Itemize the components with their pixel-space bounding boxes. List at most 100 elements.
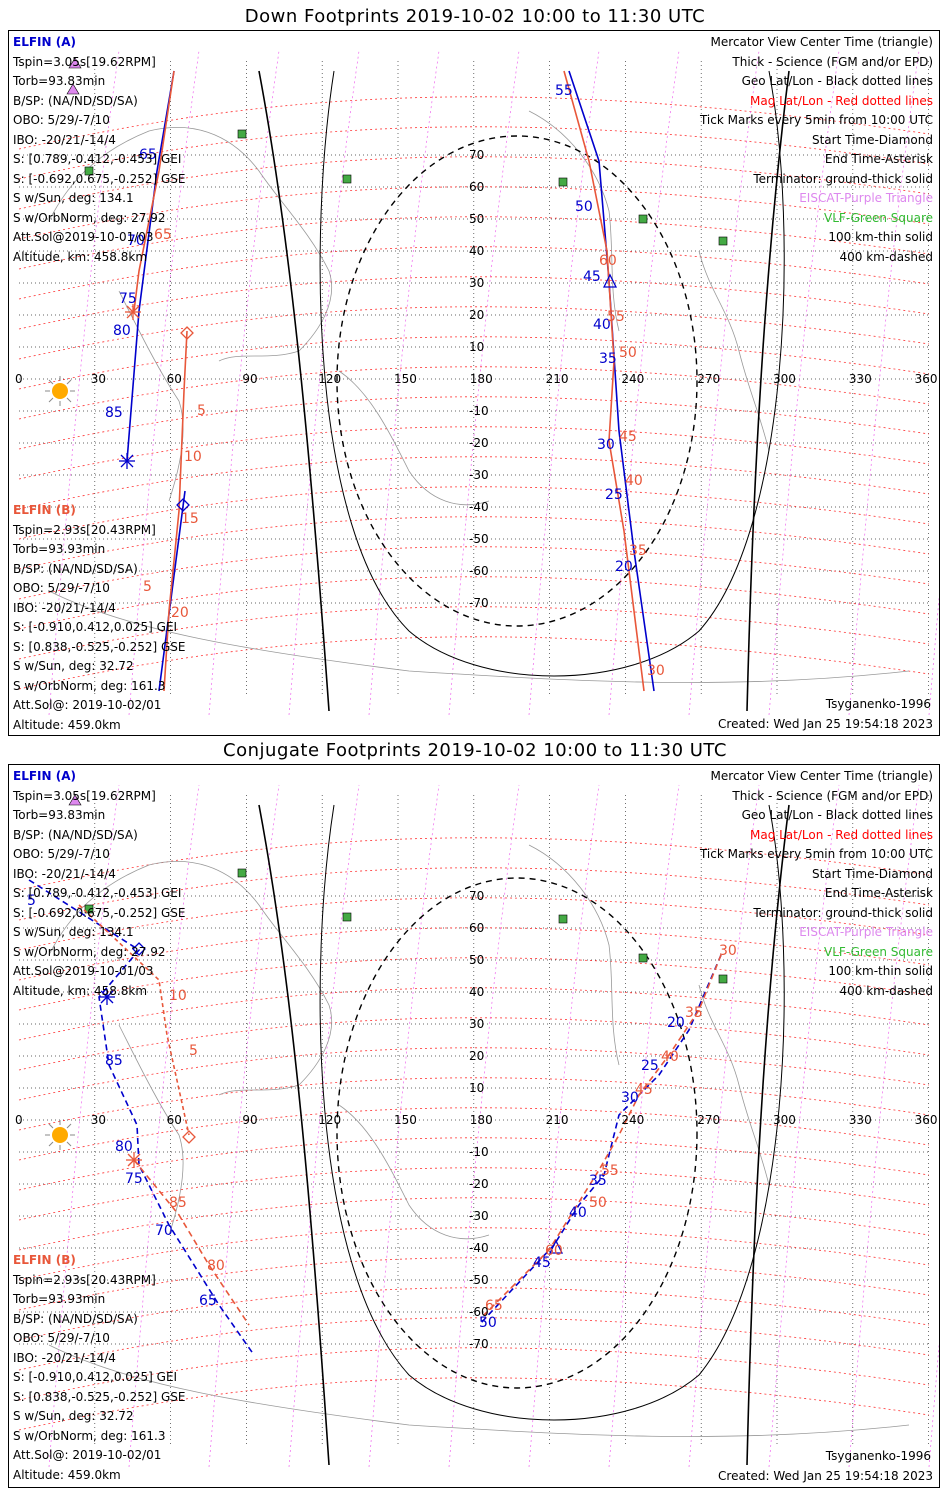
elfin-b-line: Torb=93.93min: [13, 542, 106, 556]
elfin-a-line: Tspin=3.05s[19.62RPM]: [13, 54, 156, 69]
track-time-label: 55: [607, 309, 625, 325]
elfin-b-line: B/SP: (NA/ND/SD/SA): [13, 561, 138, 576]
map-frame-conjugate: 5 85 80 75 70 65 20 25 30 35 40 45 50 10 5 85 80 30 35 40 45…: [8, 764, 940, 1488]
end-asterisk-b-conj: [126, 1152, 142, 1168]
elfin-b-line: Att.Sol@: 2019-10-02/01: [13, 698, 162, 712]
legend-item: EISCAT-Purple Triangle: [799, 191, 933, 205]
lon-tick-label: 0: [15, 372, 23, 386]
track-time-label: 60: [599, 253, 617, 269]
lon-tick-label: 330: [849, 1113, 872, 1127]
map-down: 6570758085555045403530252065510156055504…: [15, 50, 939, 716]
lat-tick-label: -30: [469, 1209, 489, 1223]
lat-tick-label: 50: [469, 953, 484, 967]
lon-tick-label: 240: [621, 1113, 644, 1127]
elfin-b-info-conj: ELFIN (B) Tspin=2.93s[20.43RPM] Torb=93.…: [13, 1251, 186, 1485]
lat-tick-label: -60: [469, 564, 489, 578]
lat-tick-label: -50: [469, 532, 489, 546]
lat-tick-label: -60: [469, 1305, 489, 1319]
elfin-b-line: IBO: -20/21/-14/4: [13, 600, 116, 615]
lon-tick-label: 300: [773, 1113, 796, 1127]
lat-tick-label: 20: [469, 308, 484, 322]
track-time-label: 10: [184, 449, 202, 465]
legend-item: Geo Lat/Lon - Black dotted lines: [741, 74, 933, 88]
lon-tick-label: 180: [470, 372, 493, 386]
elfin-b-line: S w/OrbNorm, deg: 161.3: [13, 1428, 166, 1443]
elfin-a-line: Tspin=3.05s[19.62RPM]: [13, 788, 156, 803]
track-time-label: 70: [127, 233, 145, 249]
track-elfin-a-conj-2: [478, 954, 722, 1326]
elfin-a-line: B/SP: (NA/ND/SD/SA): [13, 827, 138, 842]
track-time-label: 45: [533, 1255, 551, 1271]
axis-labels-conj: 0 30 60 90 120 150 180 210 240 270 300 330 360 70 60 50…: [15, 889, 938, 1351]
legend-item: Mag Lat/Lon - Red dotted lines: [749, 827, 933, 842]
legend-item: Terminator: ground-thick solid: [753, 171, 933, 186]
lat-tick-label: 10: [469, 340, 484, 354]
track-time-label: 65: [199, 1293, 217, 1309]
center-triangle-a-conj: [548, 1239, 564, 1254]
track-time-label: 20: [615, 559, 633, 575]
elfin-a-line: S w/Sun, deg: 134.1: [13, 925, 134, 939]
legend-item: Terminator: ground-thick solid: [753, 905, 933, 920]
lat-tick-label: 10: [469, 1081, 484, 1095]
grid-down: [18, 50, 939, 716]
legend-item: Thick - Science (FGM and/or EPD): [732, 788, 933, 803]
legend-item: Mercator View Center Time (triangle): [710, 35, 933, 49]
elfin-a-line: Att.Sol@2019-10-01/03: [13, 964, 154, 978]
track-time-label: 40: [661, 1049, 679, 1065]
legend-item: Mercator View Center Time (triangle): [710, 769, 933, 783]
track-time-label: 55: [555, 83, 573, 99]
elfin-a-line: OBO: 5/29/-7/10: [13, 847, 110, 861]
legend-item: Tick Marks every 5min from 10:00 UTC: [699, 847, 933, 861]
track-time-label: 80: [113, 323, 131, 339]
lat-tick-label: 30: [469, 276, 484, 290]
elfin-b-line: Tspin=2.93s[20.43RPM]: [13, 1272, 156, 1287]
start-diamond-b-conj: [182, 1130, 196, 1144]
panel-title-conjugate: Conjugate Footprints 2019-10-02 10:00 to…: [223, 740, 727, 761]
elfin-b-line: S: [0.838,-0.525,-0.252] GSE: [13, 639, 186, 654]
lon-tick-label: 30: [91, 1113, 106, 1127]
track-time-label: 85: [105, 1053, 123, 1069]
legend-conj: Mercator View Center Time (triangle) Thi…: [700, 767, 933, 1001]
center-triangle-a-down: [602, 273, 618, 288]
track-time-label: 30: [647, 663, 665, 679]
elfin-a-line: S: [-0.692,0.675,-0.252] GSE: [13, 905, 186, 920]
lat-tick-label: -10: [469, 404, 489, 418]
elfin-a-line: Torb=93.83min: [13, 808, 106, 822]
track-time-label: 85: [169, 1195, 187, 1211]
grid-conjugate: [18, 784, 939, 1468]
vlf-sites-conj: [84, 868, 728, 984]
track-time-label: 20: [667, 1015, 685, 1031]
lon-tick-label: 150: [394, 1113, 417, 1127]
lon-tick-label: 90: [242, 372, 257, 386]
terminator-right-down: [746, 70, 790, 712]
track-time-label: 50: [479, 1315, 497, 1331]
elfin-b-line: S: [-0.910,0.412,0.025] GEI: [13, 620, 178, 634]
model-label-conj: Tsyganenko-1996: [825, 1449, 931, 1463]
lon-tick-label: 30: [91, 372, 106, 386]
elfin-b-line: OBO: 5/29/-7/10: [13, 1331, 110, 1345]
legend-item: VLF-Green Square: [824, 944, 933, 959]
track-elfin-a-down-2: [158, 490, 186, 692]
track-time-label: 30: [621, 1090, 639, 1106]
elfin-b-line: Att.Sol@: 2019-10-02/01: [13, 1448, 162, 1462]
lat-tick-label: -30: [469, 468, 489, 482]
elfin-a-info-conj: ELFIN (A) Tspin=3.05s[19.62RPM] Torb=93.…: [13, 767, 186, 1001]
lon-tick-label: 300: [773, 372, 796, 386]
vlf-sites-down: [84, 129, 728, 246]
elfin-a-info-down: ELFIN (A) Tspin=3.05s[19.62RPM] Torb=93.…: [13, 33, 186, 267]
legend-item: Start Time-Diamond: [811, 866, 933, 881]
track-time-label: 5: [27, 893, 36, 909]
track-time-label: 60: [545, 1243, 563, 1259]
eiscat-triangle-down: [68, 57, 82, 69]
lat-tick-label: -50: [469, 1273, 489, 1287]
elfin-b-line: IBO: -20/21/-14/4: [13, 1350, 116, 1365]
map-frame-down: 65 70 75 80 85 55 50 45 40 35 30 25 20 65 5 10 15 60 55 50 4…: [8, 30, 940, 736]
track-time-label: 15: [181, 511, 199, 527]
lat-tick-label: 60: [469, 921, 484, 935]
model-label-down: Tsyganenko-1996: [825, 697, 931, 711]
elfin-a-header: ELFIN (A): [13, 35, 76, 49]
terminator-left-down: [258, 70, 330, 712]
footprint-100km-conj: [319, 804, 785, 1421]
lat-tick-label: 30: [469, 1017, 484, 1031]
elfin-b-line: OBO: 5/29/-7/10: [13, 581, 110, 595]
